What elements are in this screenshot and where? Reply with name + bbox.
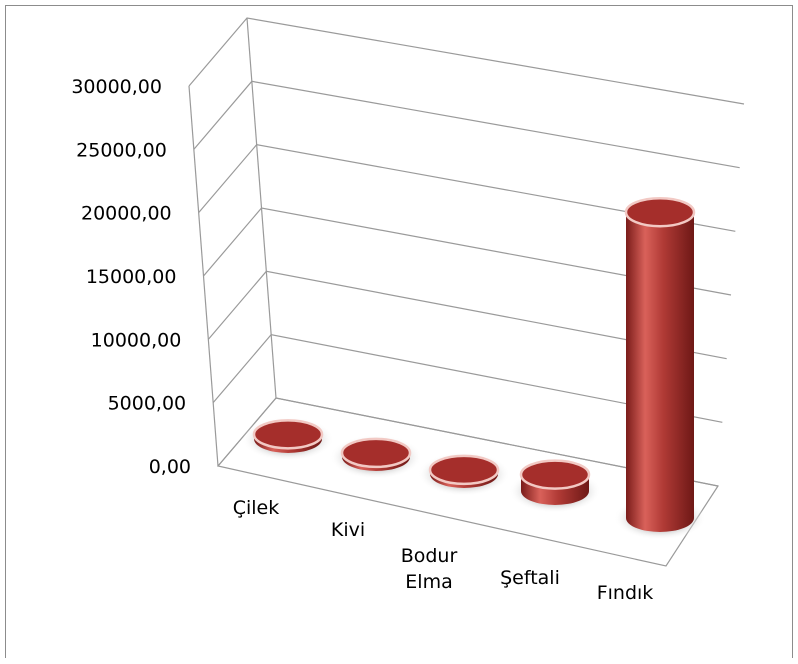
y-tick-label: 0,00 bbox=[149, 456, 191, 478]
x-axis-labels: Çilek Kivi Bodur Elma Şeftali Fındık bbox=[233, 497, 654, 604]
y-tick-label: 20000,00 bbox=[81, 203, 172, 225]
bar-top bbox=[624, 196, 696, 228]
back-wall-edge bbox=[246, 17, 277, 399]
bar-body bbox=[626, 212, 694, 532]
bar-3 bbox=[418, 452, 510, 496]
x-category-label: Kivi bbox=[331, 519, 365, 541]
bar-top bbox=[428, 454, 500, 486]
y-tick-label: 10000,00 bbox=[91, 329, 182, 351]
bar-top bbox=[252, 419, 324, 450]
y-tick-label: 5000,00 bbox=[108, 393, 187, 415]
x-category-label: Çilek bbox=[233, 497, 280, 519]
x-category-label: Şeftali bbox=[500, 567, 560, 589]
bar-5 bbox=[614, 196, 706, 540]
y-tick-label: 30000,00 bbox=[71, 76, 162, 98]
bar-1 bbox=[242, 417, 334, 461]
gridlines bbox=[188, 17, 745, 567]
y-axis-ticks: 0,00 5000,00 10000,00 15000,00 20000,00 25000… bbox=[71, 76, 191, 478]
bar-4 bbox=[509, 459, 601, 513]
bars bbox=[242, 196, 706, 540]
gridline bbox=[188, 17, 745, 105]
gridline bbox=[193, 80, 740, 169]
cylinder-bar-chart: 0,00 5000,00 10000,00 15000,00 20000,00 25000… bbox=[71, 17, 745, 604]
x-category-label: Bodur Elma bbox=[401, 545, 458, 593]
bar-2 bbox=[330, 435, 422, 479]
y-tick-label: 25000,00 bbox=[76, 139, 167, 161]
bar-top bbox=[340, 437, 412, 469]
x-category-label: Fındık bbox=[597, 582, 654, 604]
bar-top bbox=[519, 459, 591, 490]
chart-area: 0,00 5000,00 10000,00 15000,00 20000,00 25000… bbox=[5, 5, 793, 658]
y-tick-label: 15000,00 bbox=[86, 266, 177, 288]
